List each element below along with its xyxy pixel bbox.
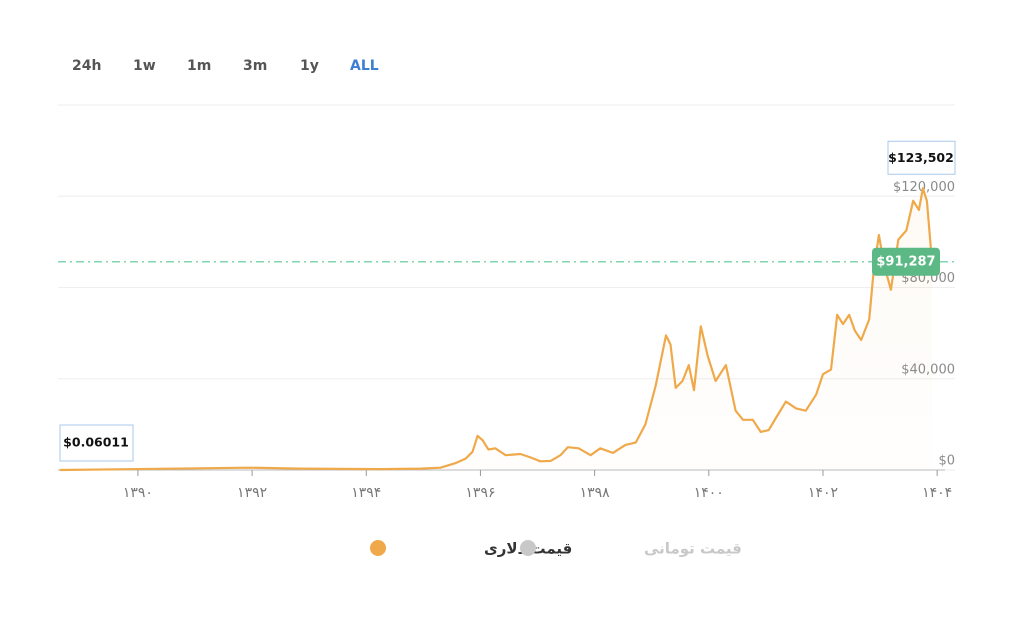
current-price-label: $91,287 bbox=[876, 254, 935, 269]
range-button[interactable]: 3m bbox=[243, 58, 268, 74]
area bbox=[59, 188, 933, 471]
x-tick-label: ۱۳۹۰ bbox=[123, 485, 153, 501]
range-button[interactable]: 1m bbox=[187, 58, 212, 74]
current-price-badge bbox=[872, 247, 940, 276]
max-label: $123,502 bbox=[888, 150, 954, 165]
x-tick-label: ۱۳۹۲ bbox=[237, 485, 267, 501]
x-tick-label: ۱۴۰۰ bbox=[694, 485, 724, 501]
range-button[interactable]: ALL bbox=[350, 58, 379, 74]
legend-label: قیمت تومانی bbox=[644, 540, 742, 558]
y-tick-label: $120,000 bbox=[893, 180, 955, 195]
legend-item[interactable]: قیمت دلاری bbox=[370, 540, 572, 558]
x-tick-label: ۱۳۹۶ bbox=[465, 485, 495, 501]
range-button[interactable]: 1y bbox=[300, 58, 319, 74]
price-line bbox=[59, 187, 934, 472]
x-tick-label: ۱۳۹۴ bbox=[351, 485, 381, 501]
range-button[interactable]: 24h bbox=[72, 58, 102, 74]
legend-item[interactable]: قیمت تومانی bbox=[520, 540, 742, 558]
max-label-box bbox=[887, 140, 956, 175]
legend-dot bbox=[370, 540, 386, 556]
min-label-box bbox=[59, 424, 134, 462]
min-label: $0.06011 bbox=[63, 434, 129, 449]
x-tick-label: ۱۳۹۸ bbox=[580, 485, 611, 501]
range-button[interactable]: 1w bbox=[133, 58, 156, 74]
y-tick-label: $0 bbox=[938, 454, 955, 469]
legend-dot bbox=[520, 540, 536, 556]
x-tick-label: ۱۴۰۲ bbox=[808, 485, 838, 501]
x-tick-label: ۱۴۰۴ bbox=[922, 485, 952, 501]
